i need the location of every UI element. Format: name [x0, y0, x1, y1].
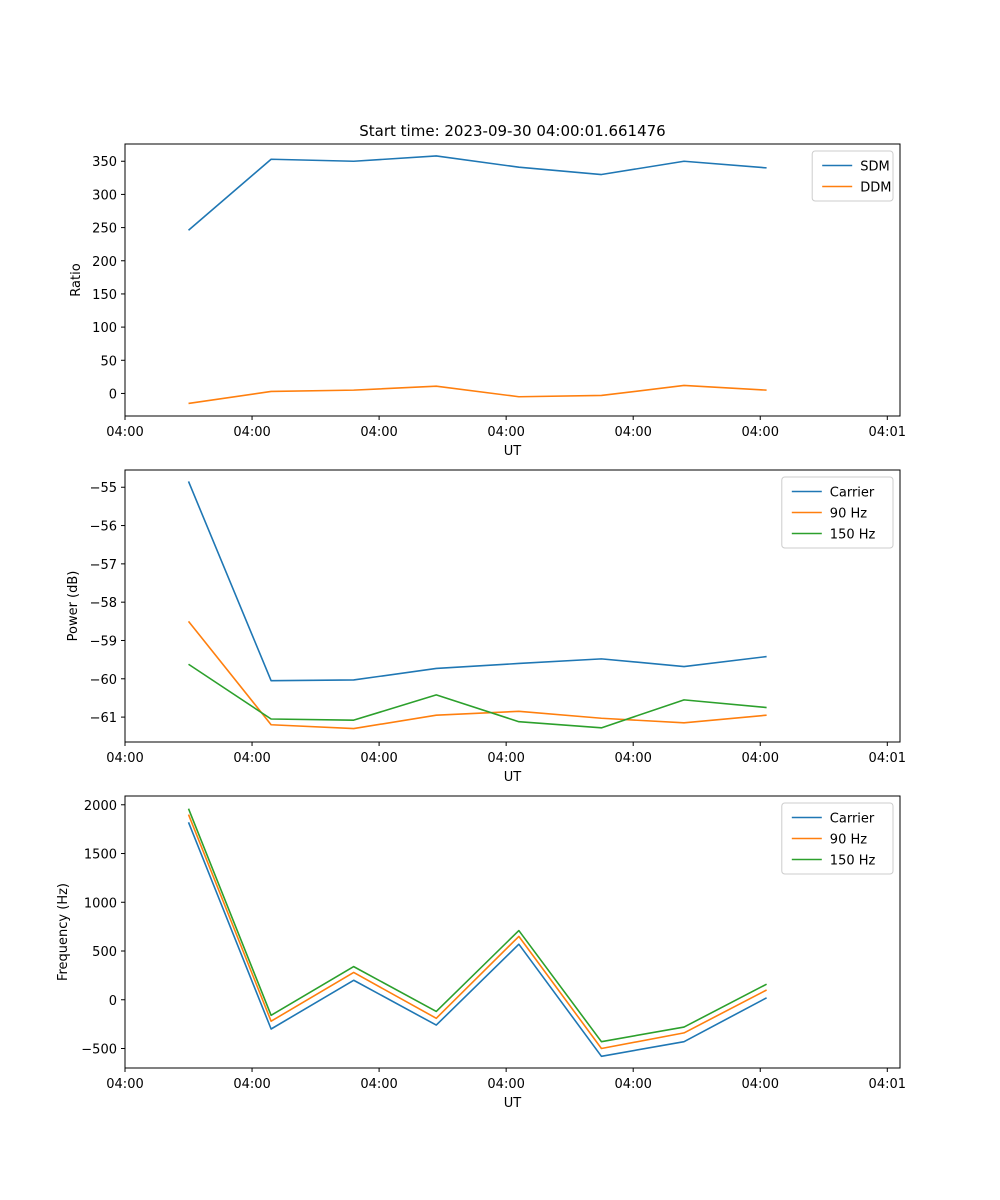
- x-tick-label: 04:00: [487, 751, 524, 766]
- y-tick-label: −59: [90, 634, 117, 649]
- x-tick-label: 04:00: [106, 1077, 143, 1092]
- x-tick-label: 04:00: [360, 1077, 397, 1092]
- x-tick-label: 04:00: [614, 425, 651, 440]
- y-tick-label: 100: [92, 321, 117, 336]
- series-line-sdm: [187, 155, 767, 231]
- y-tick-label: 200: [92, 255, 117, 270]
- y-tick-label: 300: [92, 188, 117, 203]
- legend-box: [781, 476, 894, 549]
- y-tick-label: 0: [109, 387, 117, 402]
- x-tick-label: 04:00: [360, 751, 397, 766]
- y-tick-label: −55: [90, 481, 117, 496]
- y-tick-label: 150: [92, 288, 117, 303]
- legend-label: Carrier: [830, 812, 875, 827]
- subplot-2: 04:00 04:00 04:00 04:00 04:00 04:00 04:01 UT −61…: [66, 469, 906, 785]
- y-tick-label: 50: [100, 354, 117, 369]
- series-line-150-hz: [187, 808, 767, 1043]
- y-tick-label: 2000: [84, 799, 117, 814]
- x-tick-label: 04:00: [742, 1077, 779, 1092]
- series-line-ddm: [188, 384, 767, 405]
- axes-frame: [124, 795, 901, 1069]
- y-tick-label: 1500: [84, 848, 117, 863]
- series-line-carrier: [187, 481, 767, 682]
- y-tick-label: 500: [92, 945, 117, 960]
- y-tick-label: 1000: [84, 896, 117, 911]
- legend-label: 90 Hz: [830, 507, 867, 522]
- legend: Carrier 90 Hz 150 Hz: [781, 476, 894, 549]
- x-axis-label: UT: [504, 1096, 522, 1111]
- x-tick-label: 04:00: [614, 1077, 651, 1092]
- y-tick-label: 350: [92, 155, 117, 170]
- legend-label: Carrier: [830, 486, 875, 501]
- legend-box: [811, 150, 894, 202]
- x-tick-label: 04:00: [487, 1077, 524, 1092]
- y-tick-label: −58: [90, 596, 117, 611]
- y-axis-label: Ratio: [69, 263, 84, 296]
- series-line-150-hz: [188, 663, 767, 729]
- x-tick-label: 04:00: [106, 751, 143, 766]
- y-tick-label: −57: [90, 558, 117, 573]
- subplot-1: Start time: 2023-09-30 04:00:01.661476 04…: [69, 122, 906, 459]
- legend-label: SDM: [860, 160, 889, 175]
- legend-label: 90 Hz: [830, 833, 867, 848]
- x-tick-label: 04:00: [742, 425, 779, 440]
- axes-frame: [124, 469, 901, 743]
- legend: Carrier 90 Hz 150 Hz: [781, 802, 894, 875]
- y-axis-label: Power (dB): [66, 571, 81, 642]
- y-tick-label: 250: [92, 222, 117, 237]
- chart-title: Start time: 2023-09-30 04:00:01.661476: [359, 122, 665, 140]
- x-tick-label: 04:00: [106, 425, 143, 440]
- axes-frame: [124, 143, 901, 417]
- y-tick-label: 0: [109, 994, 117, 1009]
- y-tick-label: −60: [90, 673, 117, 688]
- legend-label: 150 Hz: [830, 854, 876, 869]
- x-tick-label: 04:00: [233, 1077, 270, 1092]
- legend-label: DDM: [860, 181, 891, 196]
- y-tick-label: −56: [90, 520, 117, 535]
- x-tick-label: 04:00: [233, 425, 270, 440]
- x-tick-label: 04:01: [869, 1077, 906, 1092]
- x-tick-label: 04:00: [487, 425, 524, 440]
- x-tick-label: 04:00: [233, 751, 270, 766]
- legend: SDM DDM: [811, 150, 894, 202]
- legend-box: [781, 802, 894, 875]
- legend-label: 150 Hz: [830, 528, 876, 543]
- series-line-carrier: [187, 822, 767, 1058]
- y-tick-label: −500: [81, 1043, 117, 1058]
- series-line-90-hz: [187, 814, 767, 1050]
- y-tick-label: −61: [90, 711, 117, 726]
- series-line-90-hz: [187, 620, 767, 730]
- x-tick-label: 04:01: [869, 751, 906, 766]
- x-tick-label: 04:01: [869, 425, 906, 440]
- x-tick-label: 04:00: [360, 425, 397, 440]
- x-axis-label: UT: [504, 770, 522, 785]
- x-axis-label: UT: [504, 444, 522, 459]
- y-axis-label: Frequency (Hz): [56, 883, 71, 981]
- subplot-3: 04:00 04:00 04:00 04:00 04:00 04:00 04:01 UT −50…: [56, 795, 906, 1111]
- x-tick-label: 04:00: [742, 751, 779, 766]
- x-tick-label: 04:00: [614, 751, 651, 766]
